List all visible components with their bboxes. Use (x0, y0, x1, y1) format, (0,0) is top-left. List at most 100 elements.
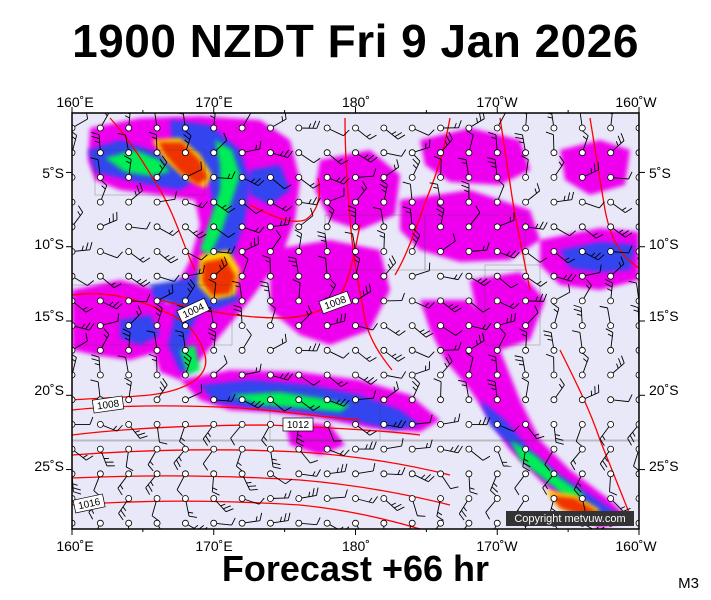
wind-barb (380, 419, 407, 429)
wind-barb (235, 445, 246, 472)
wind-barb (295, 196, 321, 206)
wind-barb (604, 279, 615, 305)
isobar-label-1012: 1012 (282, 417, 314, 432)
wind-barb (437, 131, 453, 157)
wind-barb (323, 463, 348, 478)
wind-barb (493, 297, 520, 310)
wind-barb (323, 445, 350, 457)
wind-barb (635, 495, 639, 502)
wind-barb (233, 304, 246, 330)
wind-barb (408, 346, 435, 358)
wind-barb (125, 272, 151, 287)
wind-barb (124, 377, 133, 404)
wind-barb (117, 355, 133, 379)
wind-barb (202, 445, 218, 471)
wind-barb (352, 420, 377, 436)
wind-barb (550, 420, 564, 445)
wind-barb (522, 248, 547, 263)
wind-barb (295, 173, 321, 189)
wind-barb (408, 519, 416, 529)
wind-barb (292, 279, 303, 305)
wind-barb (125, 182, 143, 206)
wind-barb (519, 328, 529, 354)
wind-barb (402, 181, 416, 206)
wind-barb (578, 161, 600, 181)
wind-barb (379, 179, 388, 206)
wind-barb (153, 378, 168, 404)
wind-barb (210, 393, 236, 404)
isobars (72, 117, 639, 529)
wind-barb (93, 470, 104, 497)
wind-barb (380, 381, 399, 404)
wind-barb (458, 157, 473, 181)
wind-barb (146, 330, 161, 354)
wind-barb (267, 333, 287, 354)
wind-barb (550, 248, 576, 264)
wind-barb (125, 519, 133, 529)
wind-barb (408, 439, 433, 453)
wind-barb (380, 371, 407, 379)
wind-barb (210, 245, 236, 255)
wind-barb (238, 113, 252, 132)
wind-barb (267, 470, 293, 485)
wind-barb (465, 113, 485, 132)
wind-barb (238, 173, 265, 187)
wind-barb (465, 416, 491, 428)
wind-barb (175, 330, 189, 354)
wind-barb (522, 305, 539, 330)
wind-barb (570, 445, 586, 471)
wind-barb (550, 284, 571, 305)
wind-barb (380, 149, 407, 157)
wind-barb (578, 248, 605, 261)
wind-barb (323, 396, 350, 407)
wind-barb (461, 180, 473, 206)
wind-barb (287, 256, 303, 280)
wind-barb (153, 248, 179, 264)
wind-barb (522, 272, 548, 287)
wind-barb (207, 328, 218, 354)
wind-barb (181, 161, 203, 181)
wind-barb (493, 212, 515, 231)
wind-barb (267, 216, 291, 231)
wind-barb (408, 495, 426, 517)
wind-barb (118, 495, 133, 521)
wind-barb (153, 303, 163, 330)
isobar-labels: 1004 1008 1008 1012 1016 (72, 290, 352, 514)
wind-barb (352, 168, 377, 181)
tick-marks (66, 107, 645, 535)
wind-barb (465, 242, 490, 255)
wind-barb (493, 248, 520, 259)
wind-barb (317, 255, 331, 280)
wind-barb (96, 313, 120, 330)
lat-label-5s-left: 5˚S (42, 165, 64, 181)
wind-barb (181, 384, 203, 404)
wind-barb (231, 280, 246, 305)
wind-barb (493, 312, 516, 330)
isobar-label-1016: 1016 (72, 493, 106, 514)
wind-barb (295, 120, 321, 132)
wind-barb (352, 180, 368, 206)
wind-barb (352, 346, 377, 362)
wind-barb (380, 322, 406, 336)
wind-barb (437, 297, 462, 313)
wind-barb (408, 297, 435, 309)
wind-barb (267, 173, 292, 190)
wind-barb (96, 179, 108, 206)
svg-text:1016: 1016 (77, 497, 101, 512)
lat-labels-right: 5˚S 10˚S 15˚S 20˚S 25˚S (649, 165, 679, 474)
wind-barb (295, 207, 314, 231)
wind-barb (96, 248, 123, 259)
wind-barb (573, 304, 586, 330)
wind-barb (578, 198, 605, 209)
wind-barb (544, 445, 558, 472)
wind-barb (607, 133, 625, 157)
wind-barb (545, 131, 558, 157)
lon-labels-top: 160˚E 170˚E 180˚ 170˚W 160˚W (56, 94, 657, 110)
wind-barb (545, 353, 558, 379)
wind-barb (238, 363, 262, 379)
lat-label-15s-right: 15˚S (649, 308, 679, 324)
wind-barb (123, 155, 133, 181)
wind-barb (125, 221, 151, 231)
lon-label-170e-top: 170˚E (195, 94, 232, 110)
